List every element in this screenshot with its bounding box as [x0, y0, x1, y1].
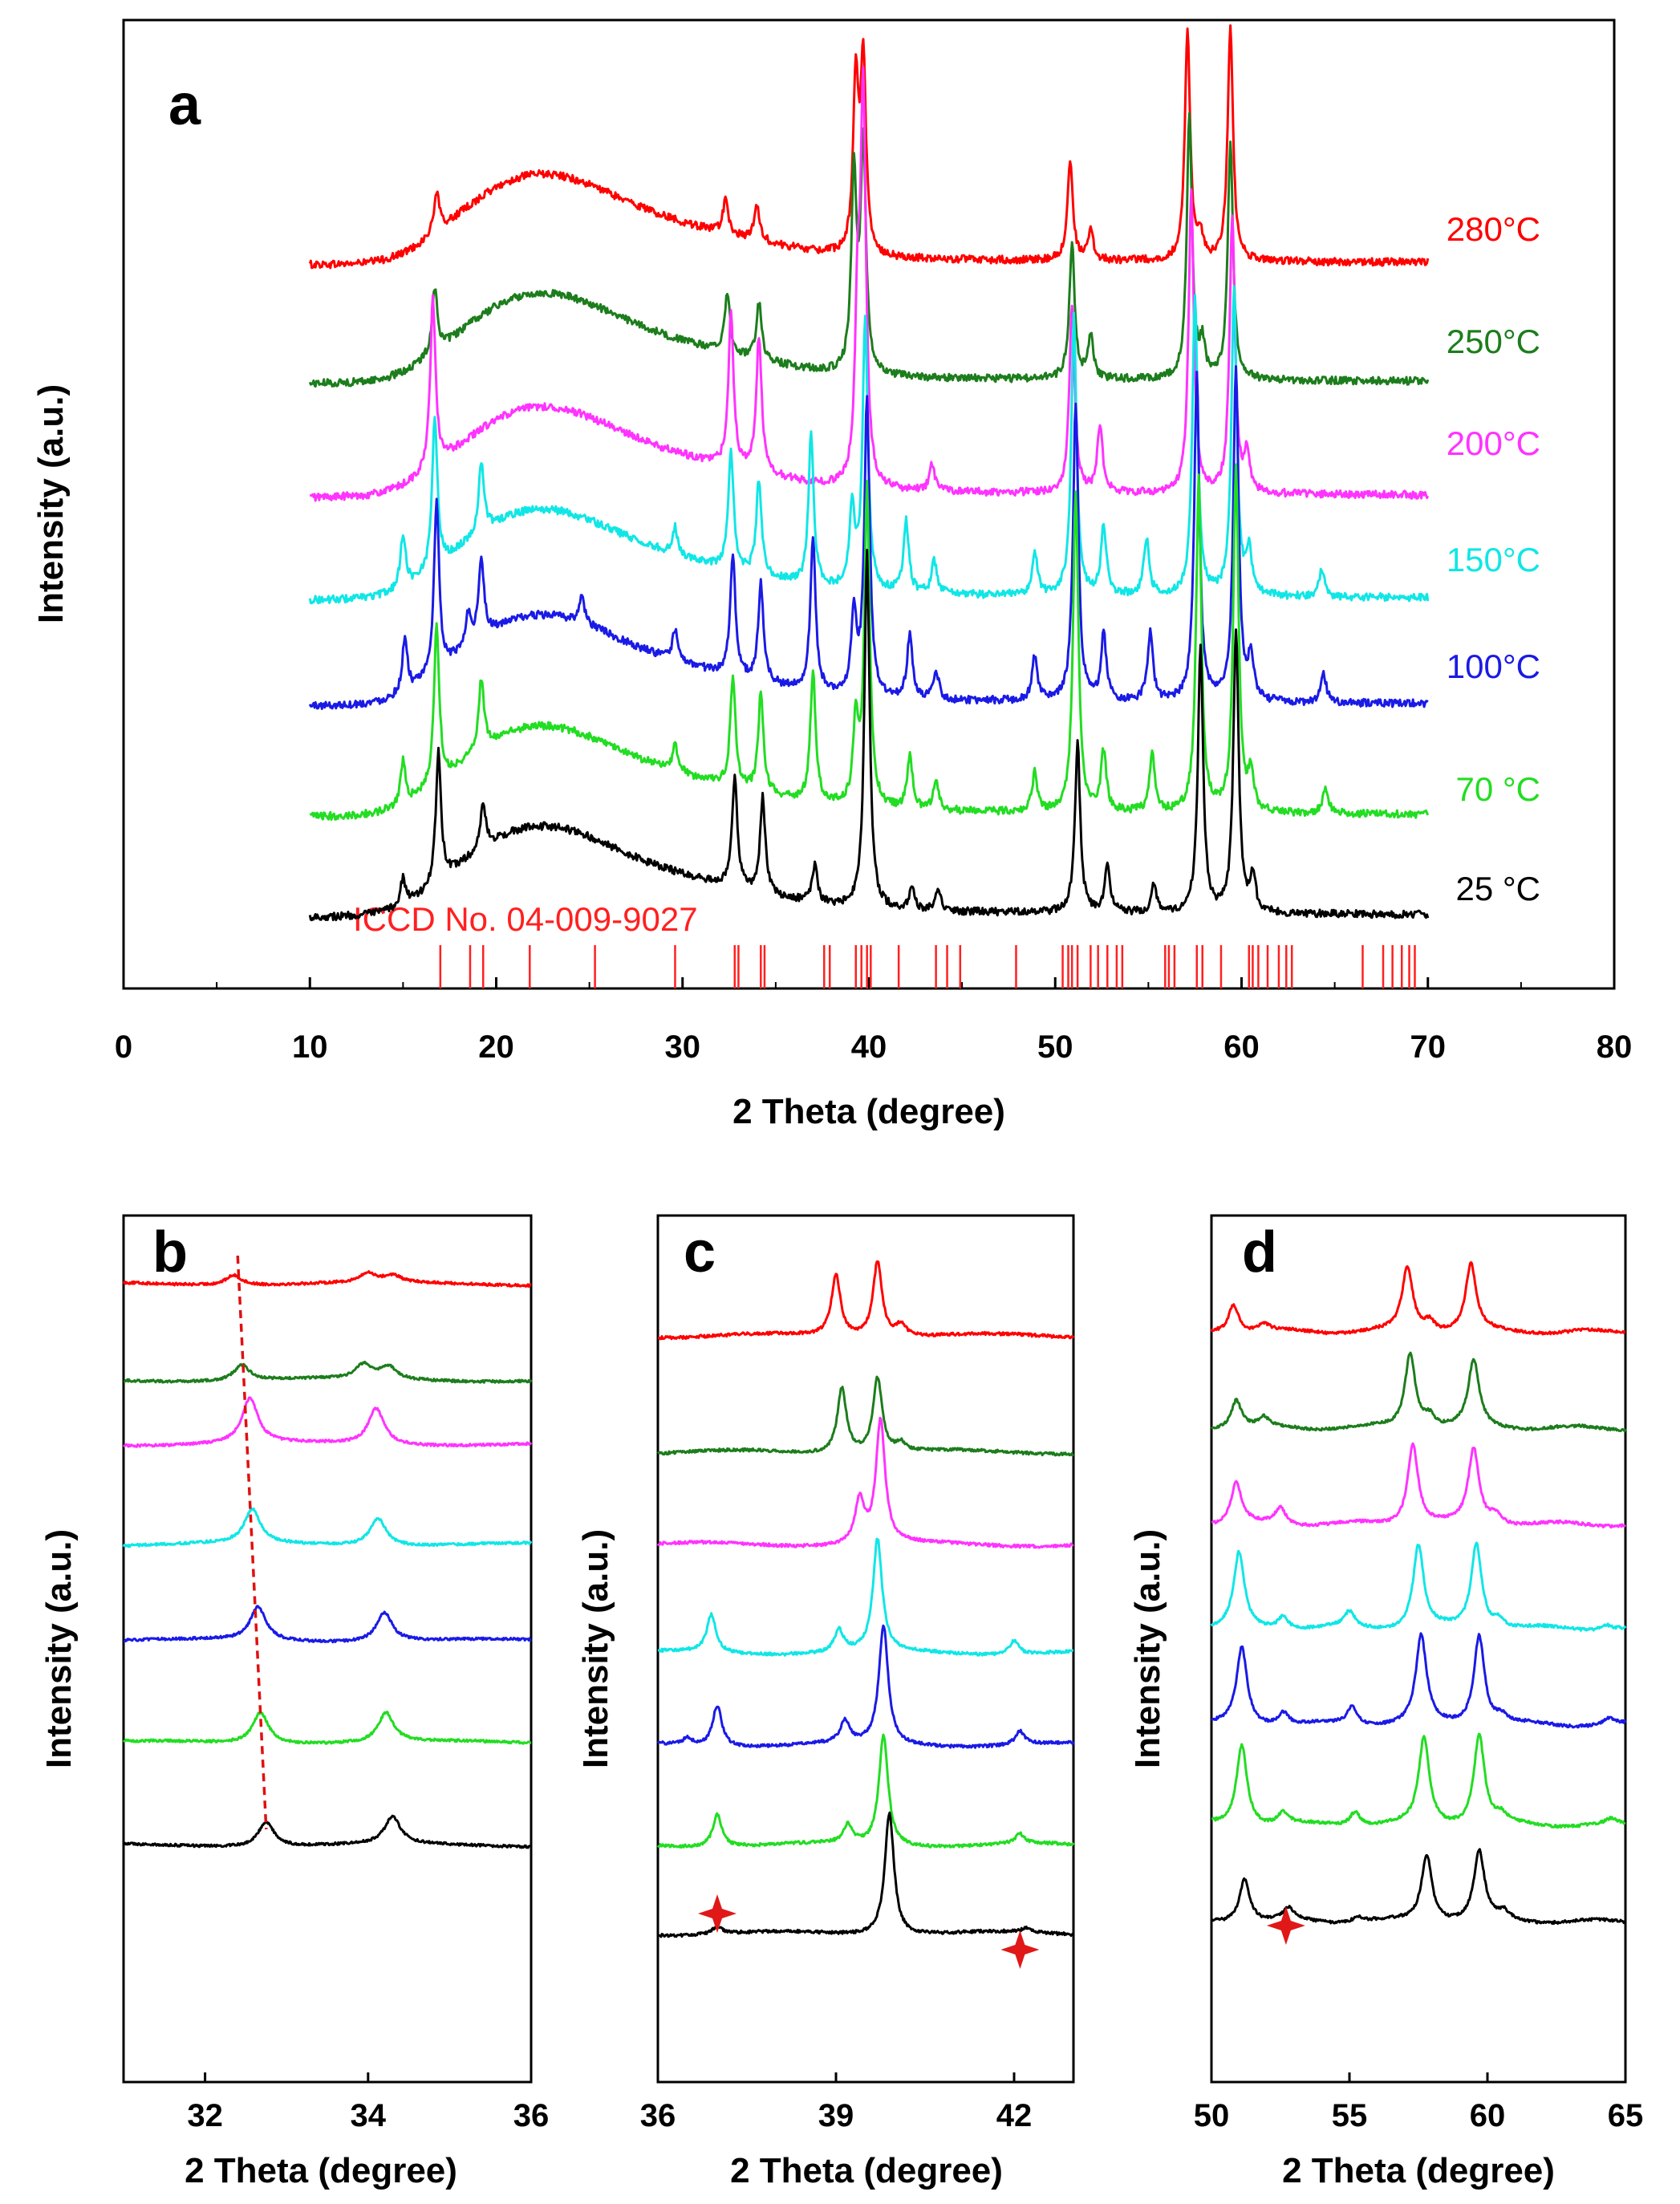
series-line-280	[308, 24, 1430, 270]
x-tick-label: 34	[351, 2098, 387, 2133]
series-label-250: 250°C	[1447, 323, 1540, 360]
series-line-100	[308, 365, 1429, 710]
series-line-250	[123, 1360, 533, 1384]
x-tick-label: 32	[187, 2098, 223, 2133]
x-tick-label: 30	[665, 1029, 701, 1065]
panel-d: d 2 Theta (degree) Intensity (a.u.) 50 55…	[1128, 1214, 1644, 2190]
series-line-200	[1211, 1442, 1627, 1529]
panel-b-ylabel: Intensity (a.u.)	[39, 1529, 79, 1768]
panel-d-xlabel: 2 Theta (degree)	[1282, 2151, 1555, 2190]
x-tick-label: 10	[292, 1029, 328, 1065]
series-line-100	[656, 1624, 1075, 1749]
series-line-25	[122, 1814, 532, 1849]
panel-a-letter: a	[168, 73, 201, 137]
series-line-280	[657, 1260, 1075, 1341]
x-tick-label: 36	[513, 2098, 550, 2133]
series-label-70: 70 °C	[1455, 770, 1540, 808]
panel-a: a 2 Theta (degree) Intensity (a.u.) ICCD…	[31, 18, 1633, 1131]
series-line-25	[1210, 1848, 1626, 1926]
x-tick-label: 20	[478, 1029, 514, 1065]
x-tick-label: 0	[115, 1029, 132, 1065]
panel-c-letter: c	[684, 1220, 716, 1285]
x-tick-label: 60	[1470, 2098, 1506, 2133]
x-tick-label: 36	[640, 2098, 676, 2133]
x-tick-label: 40	[851, 1029, 887, 1065]
panel-b-frame	[122, 1214, 533, 2084]
panel-b-xlabel: 2 Theta (degree)	[185, 2151, 457, 2190]
x-tick-label: 39	[818, 2098, 854, 2133]
series-line-280	[122, 1270, 532, 1288]
star-marker-icon	[1266, 1906, 1305, 1945]
x-tick-label: 50	[1194, 2098, 1230, 2133]
series-line-250	[656, 1375, 1075, 1457]
series-line-150	[1210, 1541, 1627, 1632]
series-line-150	[657, 1537, 1074, 1657]
panel-c-xlabel: 2 Theta (degree)	[730, 2151, 1003, 2190]
panel-a-xlabel: 2 Theta (degree)	[732, 1092, 1005, 1131]
panel-d-letter: d	[1242, 1220, 1277, 1285]
x-tick-label: 55	[1332, 2098, 1368, 2133]
series-line-70	[122, 1710, 532, 1745]
series-line-200	[656, 1416, 1074, 1549]
series-line-200	[122, 1396, 533, 1448]
series-line-150	[122, 1507, 533, 1548]
x-tick-label: 70	[1410, 1029, 1447, 1065]
panel-c-ylabel: Intensity (a.u.)	[576, 1529, 615, 1768]
series-line-25	[308, 549, 1430, 922]
series-line-100	[1210, 1632, 1627, 1729]
series-label-100: 100°C	[1447, 647, 1540, 685]
panel-a-ylabel: Intensity (a.u.)	[31, 384, 71, 623]
series-line-70	[1211, 1732, 1626, 1829]
series-line-100	[123, 1605, 532, 1644]
series-line-250	[308, 112, 1430, 388]
panel-b-letter: b	[152, 1220, 188, 1285]
panel-a-reference-label: ICCD No. 04-009-9027	[353, 900, 698, 938]
star-marker-icon	[698, 1894, 737, 1933]
x-tick-label: 65	[1608, 2098, 1644, 2133]
series-line-25	[657, 1811, 1075, 1938]
series-label-25: 25 °C	[1455, 870, 1540, 907]
panel-d-ylabel: Intensity (a.u.)	[1128, 1529, 1167, 1768]
series-line-200	[309, 66, 1430, 502]
series-line-250	[1210, 1351, 1627, 1433]
x-tick-label: 50	[1037, 1029, 1073, 1065]
series-label-280: 280°C	[1447, 210, 1540, 248]
peak-shift-guide	[236, 1255, 268, 1830]
panel-b: b 2 Theta (degree) Intensity (a.u.) 32 34…	[39, 1214, 550, 2190]
series-line-70	[656, 1733, 1075, 1849]
panel-d-frame	[1210, 1214, 1627, 2084]
panel-c-frame	[656, 1214, 1075, 2084]
x-tick-label: 60	[1223, 1029, 1260, 1065]
star-marker-icon	[1000, 1930, 1040, 1969]
panel-c: c 2 Theta (degree) Intensity (a.u.) 36 39…	[576, 1214, 1075, 2190]
series-label-150: 150°C	[1447, 541, 1540, 578]
series-line-70	[309, 463, 1430, 822]
series-line-280	[1210, 1260, 1626, 1336]
x-tick-label: 80	[1597, 1029, 1633, 1065]
x-tick-label: 42	[996, 2098, 1033, 2133]
series-label-200: 200°C	[1447, 424, 1540, 462]
